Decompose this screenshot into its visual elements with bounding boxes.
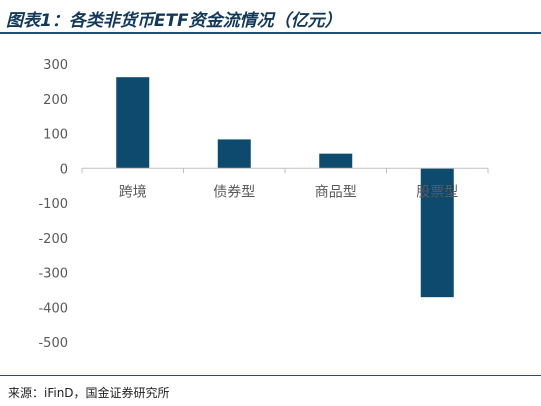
bar-chart: 300 200 100 0 -100 -200 -300 -400 -500 跨境 债券型 商品型 股票… xyxy=(38,58,489,351)
y-tick-label: 200 xyxy=(43,93,68,108)
y-tick-label: -200 xyxy=(38,232,68,247)
footer-divider xyxy=(0,375,541,376)
title-bar: 图表1：各类非货币ETF资金流情况（亿元） xyxy=(0,0,541,34)
chart-title: 图表1：各类非货币ETF资金流情况（亿元） xyxy=(6,11,342,31)
y-tick-label: 300 xyxy=(43,58,68,73)
y-tick-label: -500 xyxy=(38,336,68,351)
y-tick-label: -100 xyxy=(38,197,68,212)
y-tick-label: 0 xyxy=(60,162,68,177)
chart-area: 300 200 100 0 -100 -200 -300 -400 -500 跨境 债券型 商品型 股票… xyxy=(0,34,541,374)
title-divider xyxy=(0,32,541,34)
x-tick-label: 商品型 xyxy=(315,184,357,200)
y-tick-label: -300 xyxy=(38,267,68,282)
source-note: 来源：iFinD，国金证券研究所 xyxy=(8,386,170,400)
bar-2 xyxy=(217,139,251,169)
y-tick-label: -400 xyxy=(38,301,68,316)
bar-3 xyxy=(319,153,353,169)
x-tick-label: 股票型 xyxy=(416,184,458,200)
bar-4 xyxy=(420,168,454,298)
y-tick-label: 100 xyxy=(43,128,68,143)
x-tick-label: 债券型 xyxy=(213,184,255,200)
bar-1 xyxy=(116,77,150,169)
x-tick-label: 跨境 xyxy=(119,184,147,200)
